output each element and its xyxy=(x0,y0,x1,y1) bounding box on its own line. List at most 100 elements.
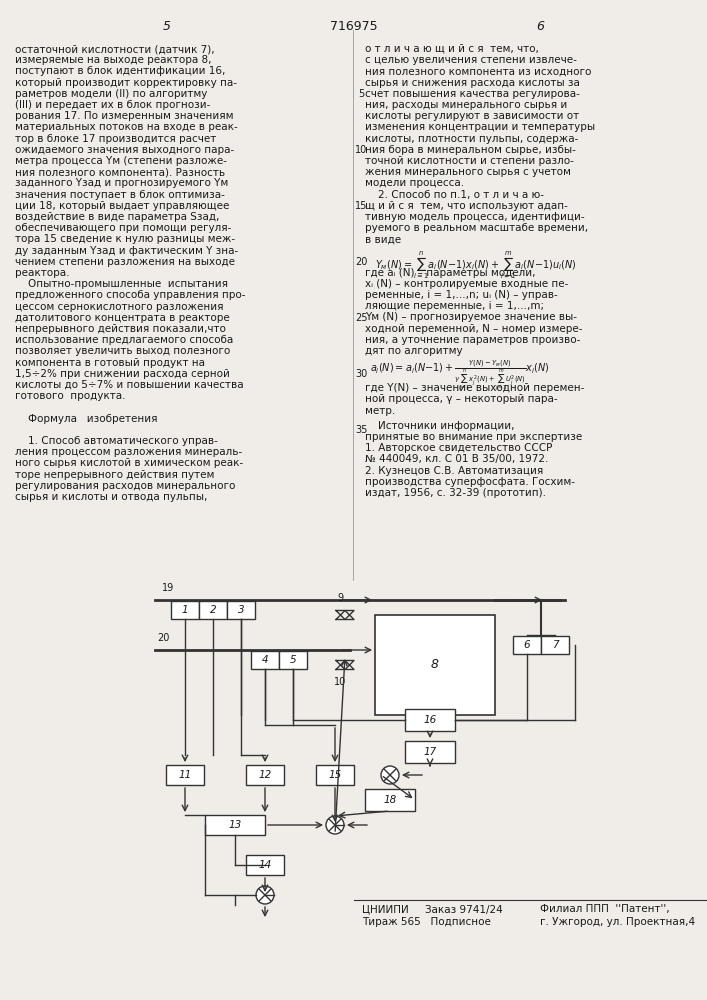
Text: № 440049, кл. С 01 В 35/00, 1972.: № 440049, кл. С 01 В 35/00, 1972. xyxy=(365,454,549,464)
Text: модели процесса.: модели процесса. xyxy=(365,178,464,188)
Text: изменения концентрации и температуры: изменения концентрации и температуры xyxy=(365,122,595,132)
Text: 9: 9 xyxy=(337,593,343,603)
Text: ции 18, который выдает управляющее: ции 18, который выдает управляющее xyxy=(15,201,229,211)
Text: $Y_м(N)=\sum_{i=1}^{n}a_i(N{-}1)x_i(N)+\sum_{i=1}^{m}a_i(N{-}1)u_i(N)$: $Y_м(N)=\sum_{i=1}^{n}a_i(N{-}1)x_i(N)+\… xyxy=(375,250,577,281)
Text: 14: 14 xyxy=(258,860,271,870)
Text: компонента в готовый продукт на: компонента в готовый продукт на xyxy=(15,358,205,368)
Text: производства суперфосфата. Госхим-: производства суперфосфата. Госхим- xyxy=(365,477,575,487)
Text: 6: 6 xyxy=(536,20,544,33)
Text: 8: 8 xyxy=(431,658,439,672)
Text: 10: 10 xyxy=(334,677,346,687)
Text: ния, а уточнение параметров произво-: ния, а уточнение параметров произво- xyxy=(365,335,580,345)
Text: 1,5÷2% при снижении расхода серной: 1,5÷2% при снижении расхода серной xyxy=(15,369,230,379)
Text: ного сырья кислотой в химическом реак-: ного сырья кислотой в химическом реак- xyxy=(15,458,243,468)
Text: 5: 5 xyxy=(290,655,296,665)
Text: чением степени разложения на выходе: чением степени разложения на выходе xyxy=(15,257,235,267)
Text: 12: 12 xyxy=(258,770,271,780)
Text: ЦНИИПИ     Заказ 9741/24
Тираж 565   Подписное: ЦНИИПИ Заказ 9741/24 Тираж 565 Подписное xyxy=(362,904,503,927)
Bar xyxy=(246,855,284,875)
Text: Источники информации,: Источники информации, xyxy=(365,421,515,431)
Text: 35: 35 xyxy=(355,425,367,435)
Text: 2. Кузнецов С.В. Автоматизация: 2. Кузнецов С.В. Автоматизация xyxy=(365,466,543,476)
Text: о т л и ч а ю щ и й с я  тем, что,: о т л и ч а ю щ и й с я тем, что, xyxy=(365,44,539,54)
Text: метр.: метр. xyxy=(365,406,395,416)
Bar xyxy=(316,765,354,785)
Text: кислоты, плотности пульпы, содержа-: кислоты, плотности пульпы, содержа- xyxy=(365,134,578,144)
Text: позволяет увеличить выход полезного: позволяет увеличить выход полезного xyxy=(15,346,230,356)
Text: 716975: 716975 xyxy=(329,20,378,33)
Text: тора 15 сведение к нулю разницы меж-: тора 15 сведение к нулю разницы меж- xyxy=(15,234,235,244)
Text: счет повышения качества регулирова-: счет повышения качества регулирова- xyxy=(365,89,580,99)
Text: 10: 10 xyxy=(355,145,367,155)
Text: ния бора в минеральном сырье, избы-: ния бора в минеральном сырье, избы- xyxy=(365,145,576,155)
Bar xyxy=(405,741,455,763)
Bar xyxy=(171,601,199,619)
Text: 11: 11 xyxy=(178,770,192,780)
Text: щ и й с я  тем, что используют адап-: щ и й с я тем, что используют адап- xyxy=(365,201,568,211)
Text: обеспечивающего при помощи регуля-: обеспечивающего при помощи регуля- xyxy=(15,223,231,233)
Text: тор в блоке 17 производится расчет: тор в блоке 17 производится расчет xyxy=(15,134,216,144)
Text: ния полезного компонента из исходного: ния полезного компонента из исходного xyxy=(365,66,591,76)
Text: предложенного способа управления про-: предложенного способа управления про- xyxy=(15,290,245,300)
Text: сырья и снижения расхода кислоты за: сырья и снижения расхода кислоты за xyxy=(365,78,580,88)
Text: сырья и кислоты и отвода пульпы,: сырья и кислоты и отвода пульпы, xyxy=(15,492,207,502)
Text: использование предлагаемого способа: использование предлагаемого способа xyxy=(15,335,233,345)
Text: 6: 6 xyxy=(524,640,530,650)
Text: издат, 1956, с. 32-39 (прототип).: издат, 1956, с. 32-39 (прототип). xyxy=(365,488,546,498)
Text: xᵢ (N) – контролируемые входные пе-: xᵢ (N) – контролируемые входные пе- xyxy=(365,279,568,289)
Text: ния, расходы минерального сырья и: ния, расходы минерального сырья и xyxy=(365,100,567,110)
Text: 2. Способ по п.1, о т л и ч а ю-: 2. Способ по п.1, о т л и ч а ю- xyxy=(365,190,544,200)
Bar xyxy=(279,651,307,669)
Text: жения минерального сырья с учетом: жения минерального сырья с учетом xyxy=(365,167,571,177)
Text: 1. Способ автоматического управ-: 1. Способ автоматического управ- xyxy=(15,436,218,446)
Bar xyxy=(166,765,204,785)
Text: 3: 3 xyxy=(238,605,245,615)
Text: реактора.: реактора. xyxy=(15,268,69,278)
Text: рования 17. По измеренным значениям: рования 17. По измеренным значениям xyxy=(15,111,233,121)
Text: 1. Авторское свидетельство СССР: 1. Авторское свидетельство СССР xyxy=(365,443,552,453)
Text: 30: 30 xyxy=(355,369,367,379)
Text: цессом сернокислотного разложения: цессом сернокислотного разложения xyxy=(15,302,223,312)
Text: 15: 15 xyxy=(355,201,367,211)
Text: раметров модели (II) по алгоритму: раметров модели (II) по алгоритму xyxy=(15,89,207,99)
Text: материальных потоков на входе в реак-: материальных потоков на входе в реак- xyxy=(15,122,238,132)
Text: 7: 7 xyxy=(551,640,559,650)
Text: который производит корректировку па-: который производит корректировку па- xyxy=(15,78,237,88)
Bar xyxy=(205,815,265,835)
Text: ления процессом разложения минераль-: ления процессом разложения минераль- xyxy=(15,447,243,457)
Bar xyxy=(246,765,284,785)
Text: где aᵢ (N) – параметры модели,: где aᵢ (N) – параметры модели, xyxy=(365,268,535,278)
Text: заданного Yзад и прогнозируемого Yм: заданного Yзад и прогнозируемого Yм xyxy=(15,178,228,188)
Text: 20: 20 xyxy=(157,633,170,643)
Text: 4: 4 xyxy=(262,655,269,665)
Text: 25: 25 xyxy=(355,313,367,323)
Circle shape xyxy=(326,816,344,834)
Text: Формула   изобретения: Формула изобретения xyxy=(15,414,158,424)
Text: ду заданным Yзад и фактическим Y зна-: ду заданным Yзад и фактическим Y зна- xyxy=(15,246,238,256)
Bar xyxy=(227,601,255,619)
Text: принятые во внимание при экспертизе: принятые во внимание при экспертизе xyxy=(365,432,583,442)
Text: метра процесса Yм (степени разложе-: метра процесса Yм (степени разложе- xyxy=(15,156,227,166)
Text: воздействие в виде параметра Sзад,: воздействие в виде параметра Sзад, xyxy=(15,212,219,222)
Bar xyxy=(365,789,415,811)
Bar xyxy=(513,636,541,654)
Circle shape xyxy=(381,766,399,784)
Text: дят по алгоритму: дят по алгоритму xyxy=(365,346,462,356)
Text: ляющие переменные, i = 1,...,m;: ляющие переменные, i = 1,...,m; xyxy=(365,301,544,311)
Text: поступают в блок идентификации 16,: поступают в блок идентификации 16, xyxy=(15,66,226,76)
Text: 5: 5 xyxy=(358,89,364,99)
Text: точной кислотности и степени разло-: точной кислотности и степени разло- xyxy=(365,156,574,166)
Text: регулирования расходов минерального: регулирования расходов минерального xyxy=(15,481,235,491)
Text: 2: 2 xyxy=(210,605,216,615)
Text: торе непрерывного действия путем: торе непрерывного действия путем xyxy=(15,470,214,480)
Text: остаточной кислотности (датчик 7),: остаточной кислотности (датчик 7), xyxy=(15,44,215,54)
Circle shape xyxy=(256,886,274,904)
Bar xyxy=(375,615,495,715)
Text: измеряемые на выходе реактора 8,: измеряемые на выходе реактора 8, xyxy=(15,55,211,65)
Text: 18: 18 xyxy=(383,795,397,805)
Bar xyxy=(405,709,455,731)
Text: где Y(N) – значение выходной перемен-: где Y(N) – значение выходной перемен- xyxy=(365,383,585,393)
Text: кислоты регулируют в зависимости от: кислоты регулируют в зависимости от xyxy=(365,111,579,121)
Text: тивную модель процесса, идентифици-: тивную модель процесса, идентифици- xyxy=(365,212,585,222)
Text: кислоты до 5÷7% и повышении качества: кислоты до 5÷7% и повышении качества xyxy=(15,380,244,390)
